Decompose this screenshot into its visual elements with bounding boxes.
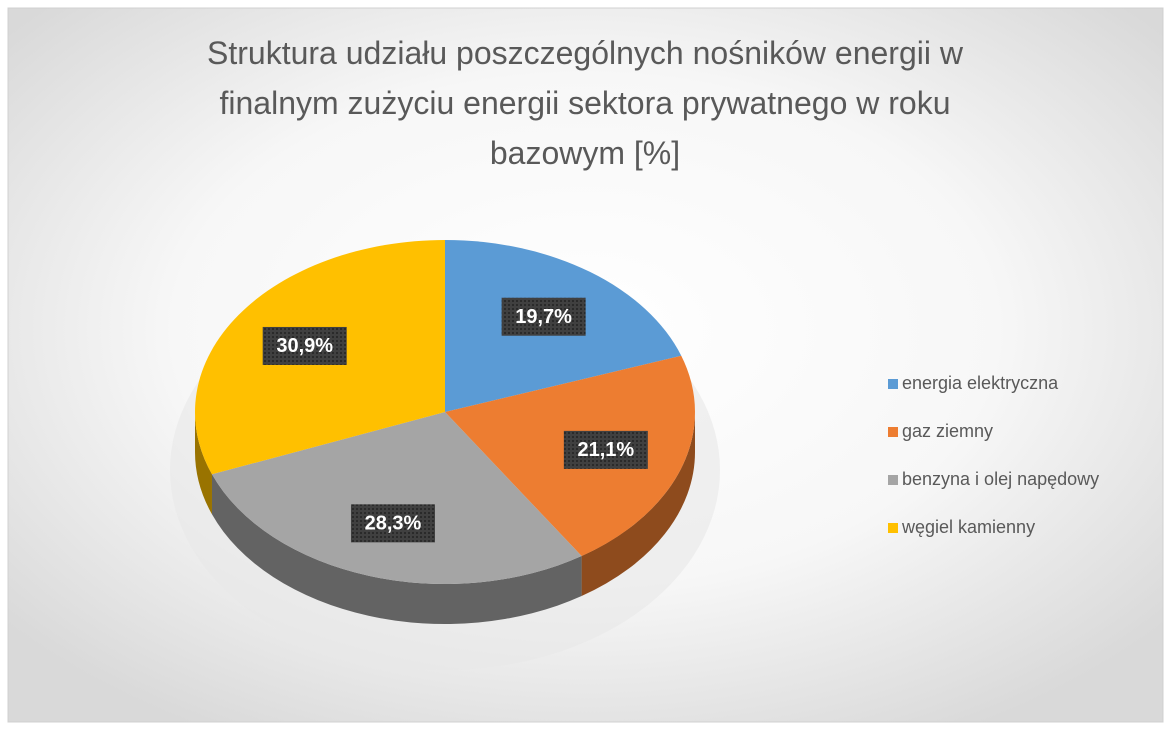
slice-side	[195, 412, 212, 515]
legend-swatch	[888, 427, 898, 437]
slice-side	[211, 474, 582, 624]
data-label: 30,9%	[276, 335, 333, 357]
data-label-box	[563, 430, 648, 469]
legend-swatch	[888, 379, 898, 389]
legend-label: węgiel kamienny	[901, 517, 1035, 537]
legend-label: energia elektryczna	[902, 373, 1059, 393]
slice-side	[581, 412, 695, 597]
slice	[211, 412, 582, 584]
legend-label: benzyna i olej napędowy	[902, 469, 1099, 489]
data-label: 28,3%	[365, 513, 422, 535]
data-label-box	[350, 504, 435, 543]
data-label: 21,1%	[577, 439, 634, 461]
legend-swatch	[888, 523, 898, 533]
data-label-box	[501, 297, 586, 336]
data-label-box	[262, 326, 347, 365]
legend-label: gaz ziemny	[902, 421, 993, 441]
data-label: 19,7%	[515, 306, 572, 328]
chart-title: Struktura udziału poszczególnych nośnikó…	[207, 35, 963, 171]
legend-swatch	[888, 475, 898, 485]
